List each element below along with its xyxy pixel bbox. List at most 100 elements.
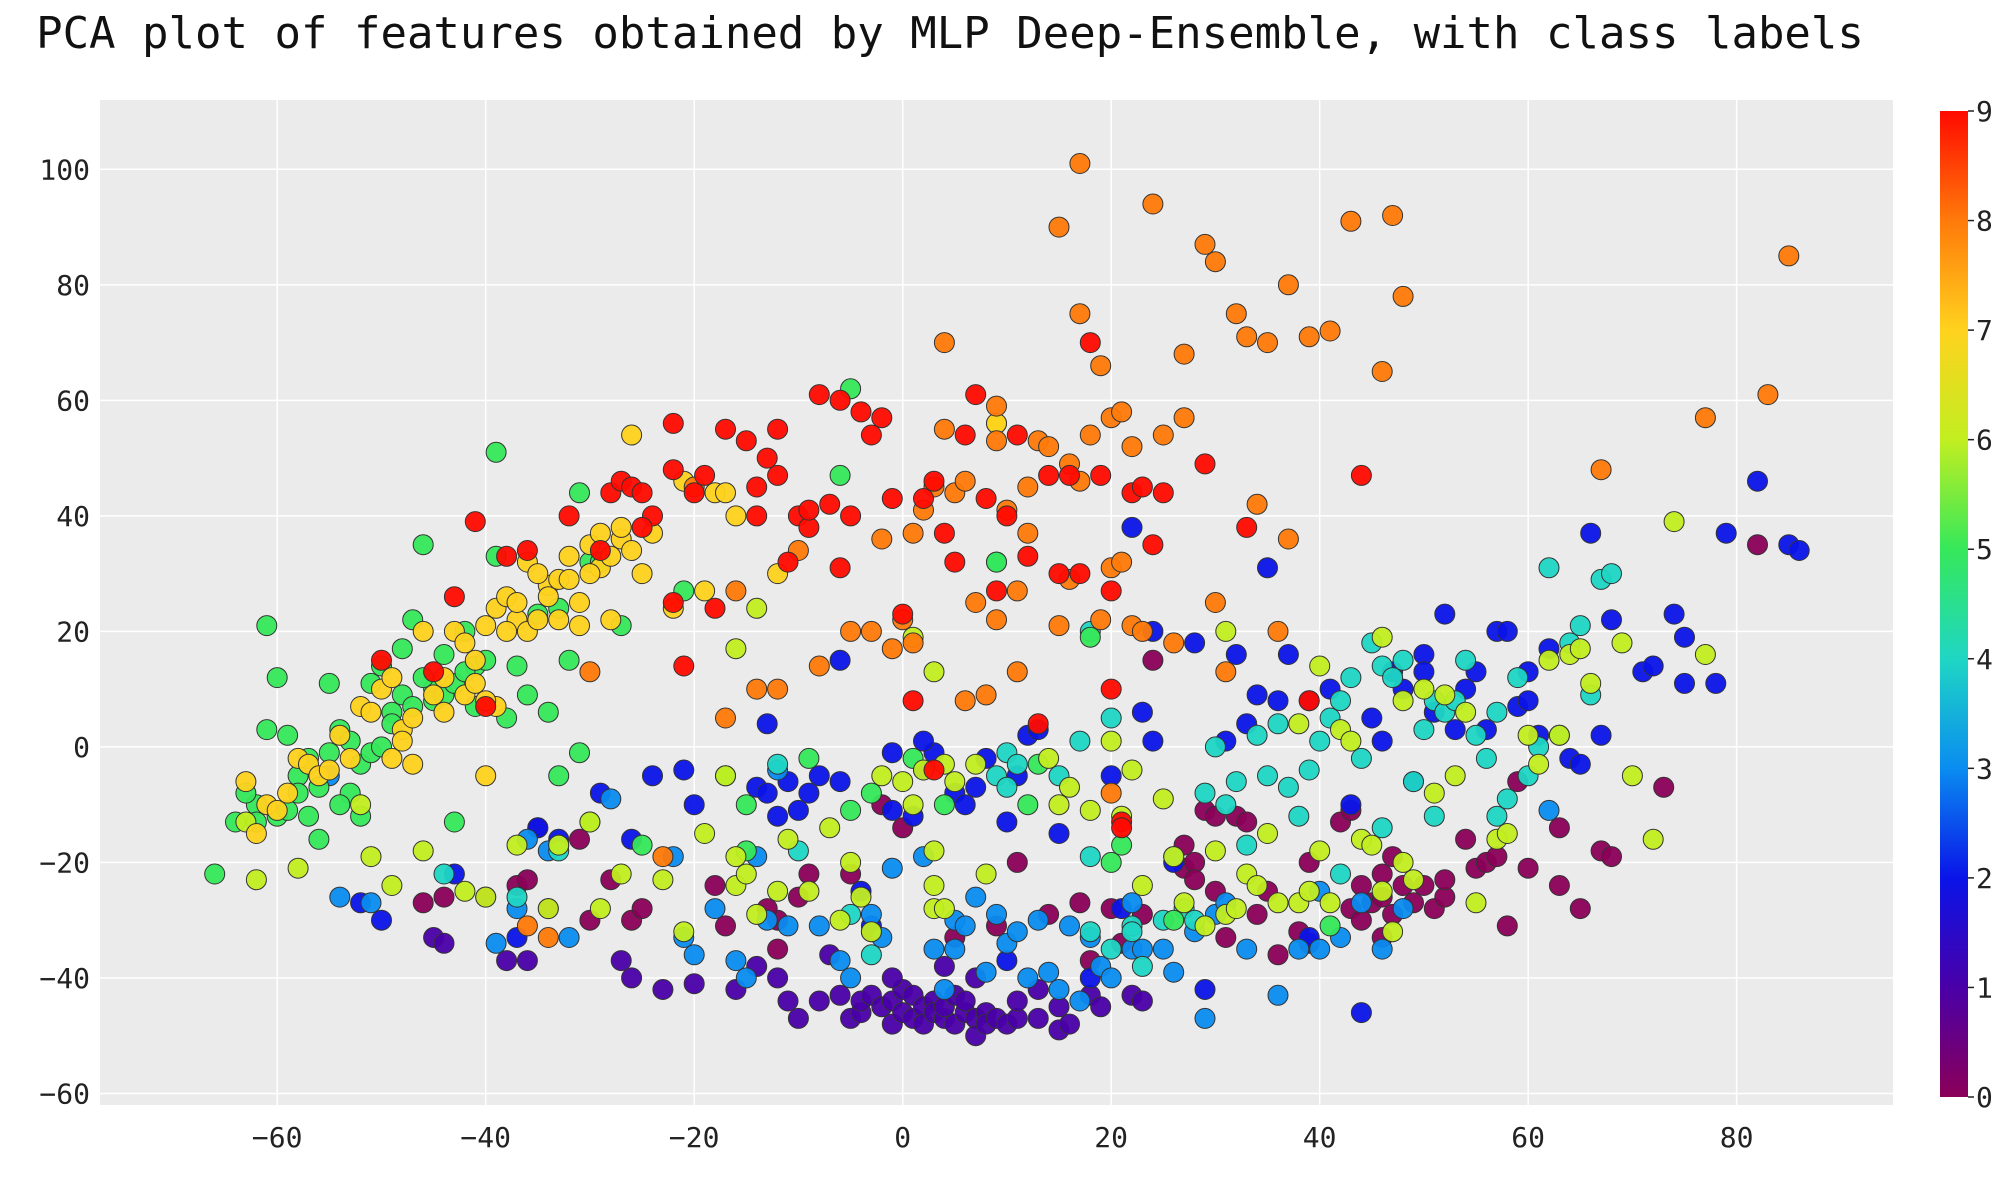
- data-point-class-9: [1069, 563, 1091, 585]
- data-point-class-0: [1653, 776, 1675, 798]
- colorbar-tick-label: 2: [1976, 862, 1993, 895]
- data-point-class-3: [808, 915, 830, 937]
- data-point-class-9: [860, 424, 882, 446]
- data-point-class-8: [516, 915, 538, 937]
- data-point-class-1: [1006, 990, 1028, 1012]
- data-point-class-4: [433, 863, 455, 885]
- data-point-class-0: [1267, 944, 1289, 966]
- data-point-class-6: [1152, 788, 1174, 810]
- data-point-class-7: [391, 730, 413, 752]
- data-point-class-6: [652, 869, 674, 891]
- data-point-class-0: [1455, 828, 1477, 850]
- data-point-class-7: [527, 563, 549, 585]
- data-point-class-5: [840, 799, 862, 821]
- data-point-class-6: [715, 765, 736, 787]
- data-point-class-6: [1465, 892, 1487, 914]
- data-point-class-9: [371, 649, 392, 671]
- data-point-class-8: [1079, 424, 1101, 446]
- data-point-class-6: [360, 846, 382, 868]
- data-point-class-6: [1528, 753, 1550, 775]
- x-tick-label: −40: [460, 1121, 511, 1154]
- data-point-class-8: [1142, 193, 1164, 215]
- data-point-class-5: [1319, 915, 1341, 937]
- data-point-class-3: [725, 950, 747, 972]
- data-point-class-2: [1569, 753, 1591, 775]
- data-point-class-4: [860, 944, 882, 966]
- data-point-class-7: [558, 545, 580, 567]
- data-point-class-1: [516, 950, 538, 972]
- data-point-class-4: [1601, 563, 1622, 585]
- data-point-class-8: [902, 632, 924, 654]
- data-point-class-3: [954, 915, 976, 937]
- colorbar-tick-label: 6: [1976, 424, 1993, 457]
- data-point-class-5: [412, 534, 434, 556]
- colorbar-tick-label: 3: [1976, 752, 1993, 785]
- data-point-class-9: [735, 430, 757, 452]
- data-point-class-8: [725, 580, 747, 602]
- data-point-class-6: [1548, 724, 1570, 746]
- data-point-class-7: [621, 540, 643, 561]
- data-point-class-9: [662, 459, 684, 481]
- data-point-class-2: [1434, 603, 1456, 625]
- data-point-class-7: [277, 782, 299, 804]
- data-point-class-4: [1413, 719, 1435, 741]
- data-point-class-1: [496, 950, 518, 972]
- data-point-class-7: [245, 823, 267, 844]
- data-point-class-2: [1747, 470, 1768, 492]
- data-point-class-8: [1382, 205, 1404, 226]
- x-tick-label: 40: [1303, 1121, 1337, 1154]
- data-point-class-7: [402, 707, 424, 729]
- data-point-class-2: [1361, 707, 1383, 729]
- data-point-class-1: [652, 979, 674, 1000]
- data-point-class-9: [965, 384, 987, 406]
- data-point-class-9: [662, 412, 684, 434]
- data-point-class-6: [1309, 840, 1331, 862]
- data-point-class-1: [933, 955, 955, 977]
- data-point-class-2: [829, 649, 851, 671]
- data-point-class-9: [1038, 464, 1060, 486]
- colorbar: 0 1 2 3 4 5 6 7 8 9: [1940, 95, 1993, 1114]
- data-point-class-9: [975, 488, 997, 509]
- data-point-class-0: [1496, 915, 1518, 937]
- data-point-class-7: [423, 684, 445, 706]
- data-point-class-4: [1215, 794, 1237, 816]
- data-point-class-3: [360, 892, 382, 914]
- data-point-class-1: [433, 932, 455, 954]
- data-points: [204, 153, 1810, 1047]
- data-point-class-4: [1267, 713, 1289, 735]
- data-point-class-9: [777, 551, 799, 573]
- data-point-class-8: [1069, 303, 1091, 325]
- data-point-class-9: [1100, 580, 1122, 602]
- data-point-class-9: [704, 597, 726, 619]
- data-point-class-6: [1392, 851, 1414, 873]
- data-point-class-6: [1444, 765, 1466, 787]
- data-point-class-3: [975, 961, 997, 983]
- data-point-class-5: [506, 655, 528, 677]
- data-point-class-0: [433, 886, 455, 908]
- data-point-class-8: [1006, 580, 1028, 602]
- data-point-class-4: [1079, 846, 1101, 868]
- data-point-class-7: [266, 799, 288, 821]
- data-point-class-5: [266, 667, 288, 689]
- data-point-class-1: [1059, 1013, 1080, 1035]
- data-point-class-6: [1496, 823, 1518, 844]
- data-point-class-7: [454, 632, 476, 654]
- colorbar-tick-label: 1: [1976, 971, 1993, 1004]
- data-point-class-6: [1517, 724, 1539, 746]
- data-point-class-1: [683, 973, 705, 995]
- data-point-class-2: [996, 811, 1018, 833]
- data-point-class-9: [1298, 690, 1320, 712]
- data-point-class-6: [1121, 759, 1143, 781]
- data-point-class-5: [298, 805, 319, 827]
- data-point-class-9: [1017, 545, 1039, 567]
- data-point-class-4: [1204, 736, 1226, 758]
- data-point-class-7: [464, 649, 486, 671]
- data-point-class-7: [725, 505, 747, 527]
- data-point-class-2: [673, 759, 695, 781]
- data-point-class-6: [1163, 846, 1185, 868]
- data-point-class-4: [1100, 707, 1122, 729]
- data-point-class-4: [1006, 753, 1028, 775]
- data-point-class-6: [798, 880, 820, 902]
- data-point-class-6: [1100, 730, 1122, 752]
